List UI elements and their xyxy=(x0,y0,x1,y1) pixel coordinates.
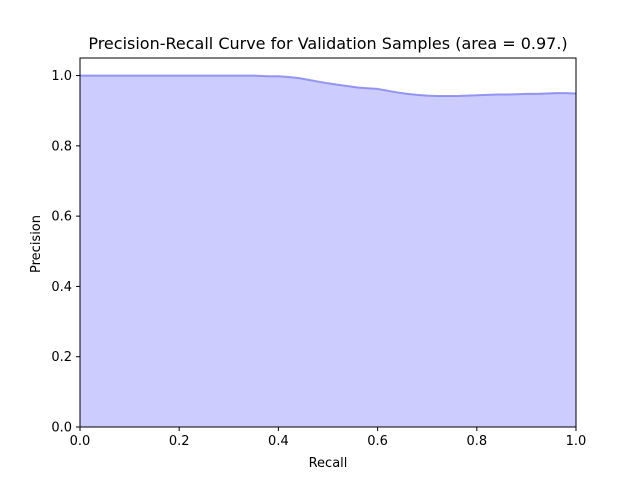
plot-frame xyxy=(79,57,577,428)
pr-area-fill xyxy=(80,75,576,427)
axes-layer xyxy=(79,57,577,428)
y-tick-label: 0.2 xyxy=(51,350,72,365)
y-tick-label: 0.6 xyxy=(51,210,72,225)
x-tick-label: 0.4 xyxy=(268,434,289,449)
y-tick-label: 0.8 xyxy=(51,139,72,154)
pr-curve-line xyxy=(80,74,577,97)
x-tick-label: 0.2 xyxy=(169,434,190,449)
area-layer xyxy=(80,74,577,427)
chart-title: Precision-Recall Curve for Validation Sa… xyxy=(88,34,567,53)
ticks-layer: 0.0 0.2 0.4 0.6 0.8 1.0 0.0 0.2 0.4 0.6 0.8 1.0 xyxy=(51,69,586,449)
y-tick-label: 1.0 xyxy=(51,69,72,84)
x-tick-label: 0.6 xyxy=(367,434,388,449)
y-tick-label: 0.0 xyxy=(51,421,72,436)
x-tick-label: 0.8 xyxy=(466,434,487,449)
x-axis-label: Recall xyxy=(309,456,348,471)
y-tick-label: 0.4 xyxy=(51,280,72,295)
x-tick-label: 0.0 xyxy=(70,434,91,449)
x-tick-label: 1.0 xyxy=(566,434,587,449)
y-axis-label: Precision xyxy=(29,215,44,273)
